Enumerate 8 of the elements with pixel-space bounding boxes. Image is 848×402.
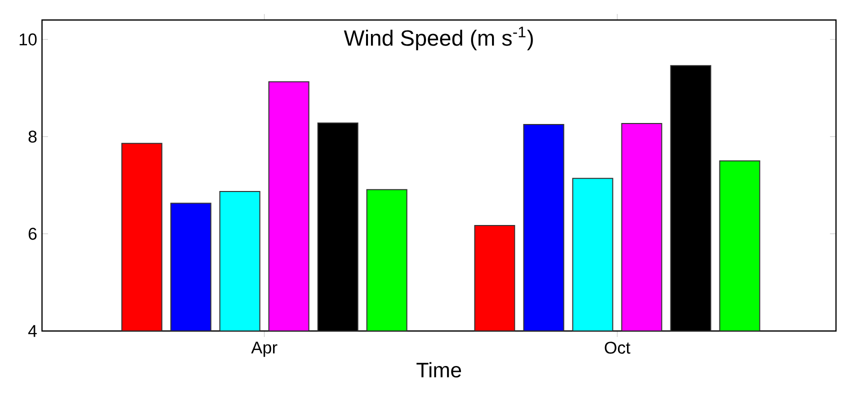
y-tick-label: 4 xyxy=(28,325,37,337)
x-tick-label: Apr xyxy=(251,342,278,357)
y-tick-label: 6 xyxy=(28,228,37,240)
y-tick-label: 8 xyxy=(28,130,37,143)
x-tick-label: Oct xyxy=(604,342,630,354)
chart-title: Wind Speed (m s$^{-1}$) xyxy=(344,26,533,50)
y-tick-label: 10 xyxy=(20,33,37,46)
x-axis-title: Time xyxy=(416,362,462,378)
